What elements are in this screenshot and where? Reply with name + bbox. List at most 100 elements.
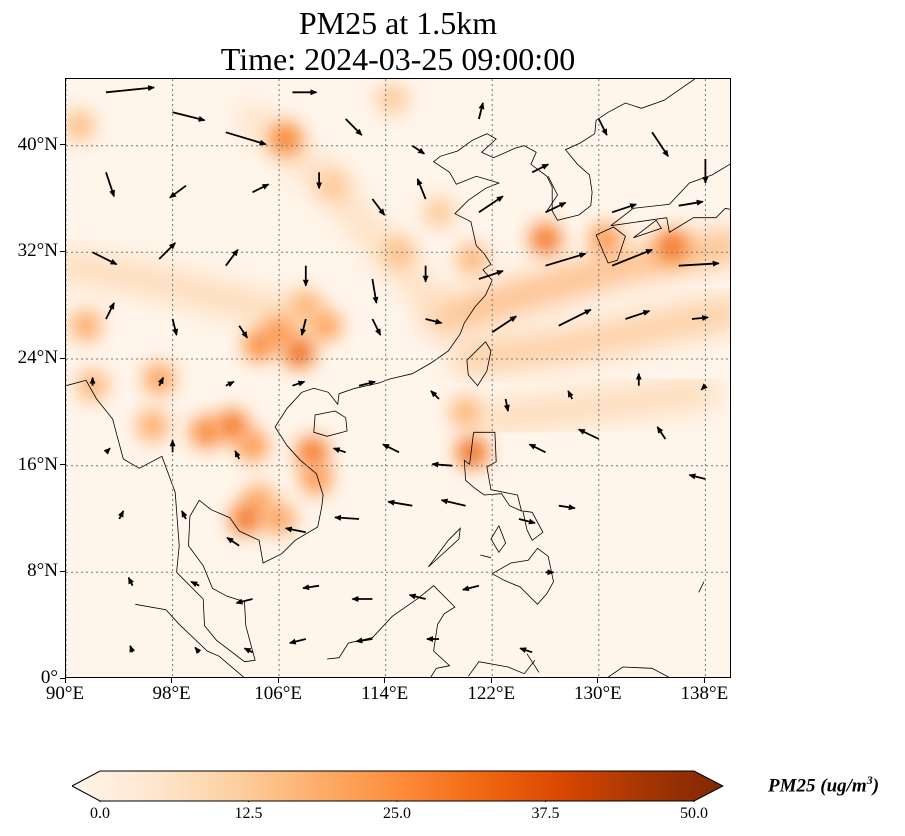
wind-arrow xyxy=(243,647,253,654)
wind-arrow xyxy=(478,102,485,120)
pm25-hotspot xyxy=(189,416,222,449)
wind-arrow xyxy=(528,443,546,454)
pm25-hotspot xyxy=(296,436,329,469)
pm25-hotspot xyxy=(376,83,409,115)
wind-arrow xyxy=(678,260,720,267)
pm25-hotspot xyxy=(143,363,176,395)
wind-arrow xyxy=(478,270,504,280)
coastline xyxy=(607,666,670,677)
lon-tick-mark xyxy=(64,678,66,683)
wind-arrow xyxy=(461,584,480,592)
wind-arrow xyxy=(545,201,567,214)
wind-arrow xyxy=(611,203,638,214)
lat-tick-label: 32°N xyxy=(17,240,58,262)
wind-arrow xyxy=(558,308,592,327)
colorbar-tick-label: 37.5 xyxy=(531,805,560,822)
map-panel xyxy=(65,78,731,678)
colorbar-tick-label: 25.0 xyxy=(383,805,411,822)
wind-arrow xyxy=(226,536,240,547)
wind-arrow xyxy=(408,593,426,600)
colorbar-label: PM25 (ug/m3) xyxy=(768,773,880,797)
coastline xyxy=(135,603,245,677)
wind-arrow xyxy=(416,178,427,200)
wind-arrow xyxy=(158,242,176,260)
lon-tick-label: 90°E xyxy=(45,683,85,704)
lat-tick-mark xyxy=(60,464,65,466)
lat-tick-label: 0° xyxy=(40,667,58,688)
wind-arrow xyxy=(171,318,179,336)
wind-arrow xyxy=(334,514,360,521)
lon-tick-label: 114°E xyxy=(361,683,409,704)
wind-arrow xyxy=(181,510,188,520)
coastline xyxy=(327,585,456,677)
lon-tick-mark xyxy=(171,678,173,683)
wind-arrow xyxy=(567,390,574,400)
lon-tick-label: 106°E xyxy=(254,683,302,704)
wind-arrow xyxy=(105,85,155,94)
pm25-hotspot xyxy=(243,329,276,362)
wind-arrow xyxy=(518,518,536,525)
lat-tick-label: 8°N xyxy=(27,560,58,582)
wind-arrow xyxy=(190,580,200,588)
colorbar-tick-label: 12.5 xyxy=(234,805,263,822)
wind-arrow xyxy=(430,390,440,400)
pm25-hotspots xyxy=(66,83,689,535)
wind-arrow xyxy=(225,131,267,146)
pm25-hotspot xyxy=(316,169,349,202)
wind-arrow xyxy=(491,315,518,334)
coastline xyxy=(698,581,705,593)
wind-arrow xyxy=(105,302,115,320)
wind-arrow xyxy=(691,315,709,321)
wind-vectors xyxy=(89,85,720,655)
wind-arrow xyxy=(440,498,466,507)
wind-arrow xyxy=(411,144,426,155)
coastline xyxy=(526,653,540,673)
pm25-hotspot xyxy=(456,243,489,275)
lon-tick-label: 122°E xyxy=(467,683,516,704)
wind-arrow xyxy=(288,638,307,645)
pm25-hotspot xyxy=(383,236,415,269)
pm25-hotspot xyxy=(269,123,302,155)
lon-tick-label: 130°E xyxy=(573,683,622,704)
pm25-hotspot xyxy=(449,396,482,429)
pm25-hotspot xyxy=(283,336,316,369)
wind-arrow xyxy=(157,376,165,387)
map-time-subtitle: Time: 2024-03-25 09:00:00 xyxy=(220,41,576,77)
wind-arrow xyxy=(425,318,443,325)
coastlines xyxy=(66,79,730,677)
lat-tick-label: 40°N xyxy=(17,133,58,155)
coastline xyxy=(633,219,663,239)
coastline xyxy=(463,431,523,512)
coastline xyxy=(492,547,554,605)
map-background xyxy=(66,79,730,677)
colorbar-tick-label: 0.0 xyxy=(90,805,110,822)
wind-arrow xyxy=(172,111,206,122)
wind-arrow xyxy=(235,598,253,605)
coastline xyxy=(313,410,348,437)
wind-arrow xyxy=(345,118,363,136)
colorbar-tick-label: 50.0 xyxy=(680,805,708,822)
colorbar-gradient xyxy=(72,770,724,802)
wind-arrow xyxy=(625,310,651,320)
wind-arrow xyxy=(302,584,320,591)
wind-arrow xyxy=(105,172,115,198)
lon-tick-mark xyxy=(277,678,279,683)
coastline xyxy=(522,510,544,541)
pm25-wind-map xyxy=(66,79,730,677)
wind-arrow xyxy=(597,118,608,136)
lat-tick-mark xyxy=(60,250,65,252)
wind-arrow xyxy=(656,426,667,440)
pm25-hotspot xyxy=(66,109,96,142)
coastline xyxy=(480,554,491,559)
wind-arrow xyxy=(332,447,346,454)
lon-tick-mark xyxy=(384,678,386,683)
lon-tick-mark xyxy=(490,678,492,683)
wind-arrow xyxy=(678,199,704,207)
wind-arrow xyxy=(558,504,576,511)
pm25-hotspot xyxy=(216,409,249,442)
lat-tick-mark xyxy=(60,570,65,572)
pm25-hotspot xyxy=(529,223,562,255)
wind-arrow xyxy=(371,278,379,304)
pm25-hotspot xyxy=(70,309,102,342)
wind-arrow xyxy=(545,252,587,267)
